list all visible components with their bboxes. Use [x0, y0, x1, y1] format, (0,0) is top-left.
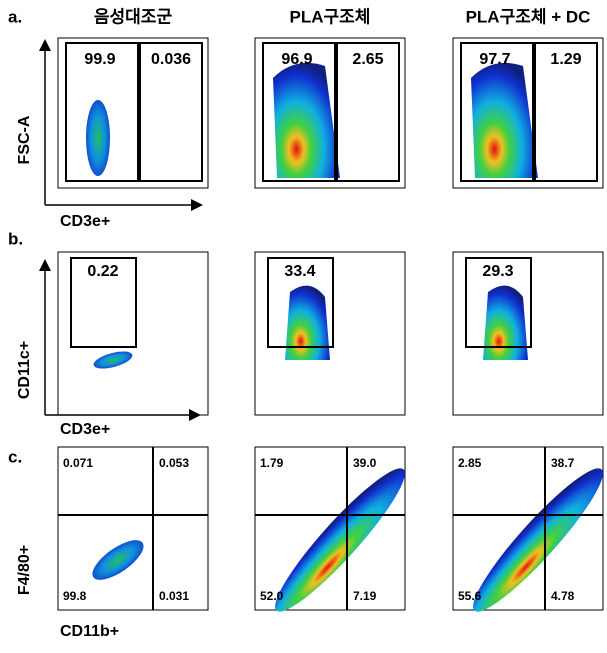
density: [483, 285, 528, 360]
x-axis-label: CD3e+: [60, 421, 110, 438]
gate: [65, 42, 139, 182]
gate-value: 0.22: [87, 263, 118, 280]
density: [473, 468, 603, 612]
plot-frame: [254, 37, 406, 189]
gate-value: 29.3: [482, 263, 513, 280]
row-label: c.: [8, 447, 22, 466]
y-axis-label: F4/80+: [16, 545, 33, 595]
quadrant-value: 52.0: [260, 589, 284, 603]
quadrant-value: 7.19: [353, 589, 377, 603]
gate: [139, 42, 203, 182]
gate: [465, 257, 532, 348]
column-header: PLA구조체 + DC: [466, 7, 591, 26]
gate: [460, 42, 534, 182]
gate-value: 1.29: [550, 51, 581, 68]
quadrant-value: 0.053: [159, 456, 189, 470]
gate-value: 99.9: [84, 51, 115, 68]
quadrant-value: 38.7: [551, 456, 575, 470]
plot-frame: [57, 446, 209, 611]
density: [285, 285, 330, 360]
gate: [336, 42, 400, 182]
row-label: a.: [8, 7, 22, 26]
gate-value: 97.7: [479, 51, 510, 68]
density: [471, 62, 538, 178]
column-header: 음성대조군: [94, 7, 173, 26]
row-label: b.: [8, 229, 23, 248]
gate-value: 2.65: [352, 51, 383, 68]
x-axis-label: CD11b+: [60, 623, 119, 640]
gate: [70, 257, 137, 348]
plot-frame: [452, 251, 604, 416]
quadrant-value: 1.79: [260, 456, 284, 470]
density: [86, 100, 110, 176]
quadrant-value: 2.85: [458, 456, 482, 470]
quadrant-value: 0.071: [63, 456, 93, 470]
quadrant-value: 0.031: [159, 589, 189, 603]
plot-frame: [452, 446, 604, 611]
y-axis-label: FSC-A: [16, 115, 33, 164]
gate-value: 0.036: [151, 51, 191, 68]
gate: [267, 257, 334, 348]
density: [273, 62, 340, 178]
plot-frame: [57, 251, 209, 416]
column-header: PLA구조체: [290, 7, 371, 26]
density: [275, 468, 405, 612]
plot-frame: [57, 37, 209, 189]
gate-value: 96.9: [281, 51, 312, 68]
y-axis-label: CD11c+: [16, 341, 33, 399]
density: [93, 351, 133, 369]
gate: [262, 42, 336, 182]
gate-value: 33.4: [284, 263, 315, 280]
plot-frame: [254, 251, 406, 416]
density: [92, 540, 144, 580]
plot-frame: [452, 37, 604, 189]
quadrant-value: 99.8: [63, 589, 87, 603]
x-axis-label: CD3e+: [60, 213, 110, 230]
quadrant-value: 55.6: [458, 589, 482, 603]
quadrant-value: 4.78: [551, 589, 575, 603]
quadrant-value: 39.0: [353, 456, 377, 470]
plot-frame: [254, 446, 406, 611]
gate: [534, 42, 598, 182]
